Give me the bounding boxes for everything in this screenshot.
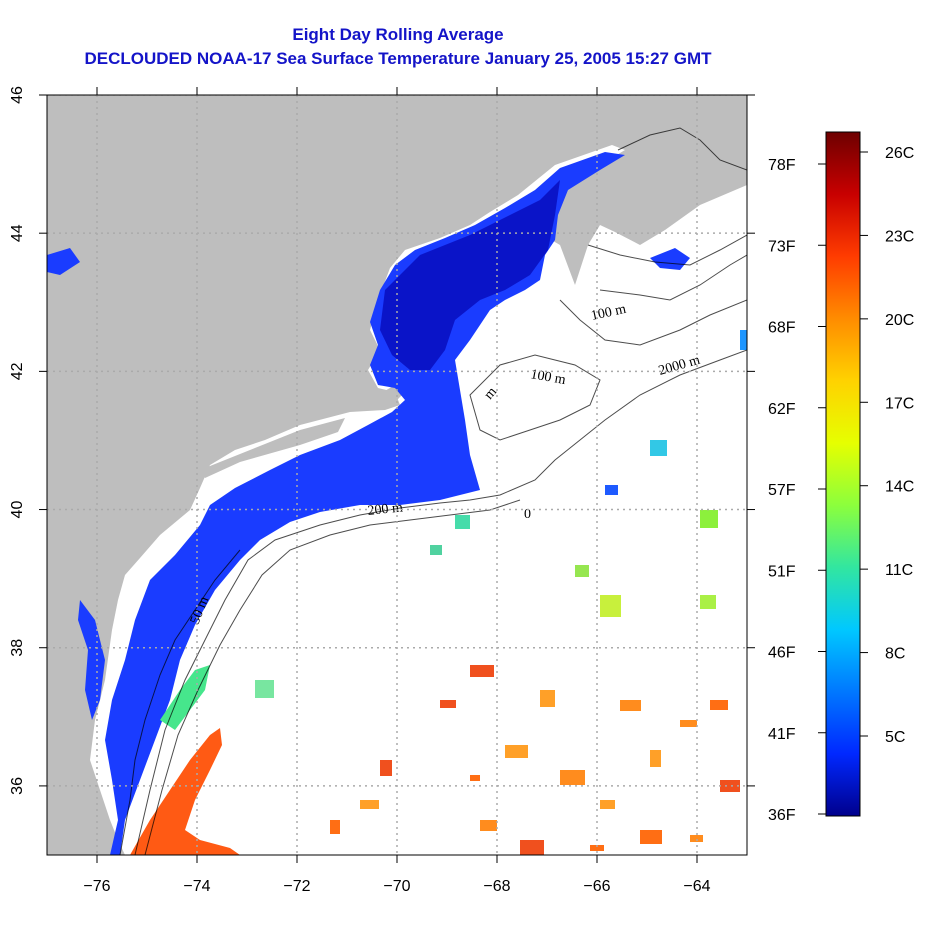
map-axes: −76 −74 −72 −70 −68 −66 −64 36 38 40 42 44 46 xyxy=(9,86,755,895)
cool-patch xyxy=(575,565,589,577)
cool-patch xyxy=(605,485,618,495)
warm-patch xyxy=(470,665,494,677)
warm-patch xyxy=(620,700,641,711)
celsius-label: 14C xyxy=(885,479,914,496)
cool-patch xyxy=(455,515,470,529)
y-tick-label: 36 xyxy=(9,777,26,795)
x-tick-label: −70 xyxy=(383,878,410,895)
gulf-of-maine-water xyxy=(380,180,560,370)
temperature-colorbar: 26C 23C 20C 17C 14C 11C 8C 5C 78F 73F 68F 62F 57F 51… xyxy=(768,131,914,824)
warm-patch xyxy=(470,775,480,781)
x-tick-label: −64 xyxy=(683,878,710,895)
celsius-label: 5C xyxy=(885,729,905,746)
warm-patch xyxy=(640,830,662,844)
fahrenheit-label: 62F xyxy=(768,401,796,418)
shelf-water-cold xyxy=(105,152,625,855)
west-water-patch xyxy=(47,248,80,275)
y-tick-label: 46 xyxy=(9,86,26,104)
warm-patch xyxy=(440,700,456,708)
colorbar-gradient xyxy=(825,131,861,817)
cool-patch xyxy=(255,680,274,698)
x-tick-label: −66 xyxy=(583,878,610,895)
y-tick-label: 38 xyxy=(9,639,26,657)
warm-patch xyxy=(590,845,604,851)
fahrenheit-label: 78F xyxy=(768,157,796,174)
cool-patch xyxy=(740,330,747,350)
map-panel: 100 m 100 m 2000 m 200 m 50 m m 0 −76 −74… xyxy=(9,86,755,895)
fahrenheit-label: 41F xyxy=(768,726,796,743)
lat-lon-grid xyxy=(47,95,747,855)
warm-water-patches xyxy=(330,665,740,855)
cool-water-patches xyxy=(255,330,747,698)
warm-patch xyxy=(380,760,392,776)
gulf-stream-warm xyxy=(130,728,240,855)
celsius-label: 17C xyxy=(885,395,914,412)
fahrenheit-label: 68F xyxy=(768,320,796,337)
land-mass xyxy=(47,95,747,855)
warm-patch xyxy=(650,750,661,767)
warm-patch xyxy=(560,770,585,785)
title-line-2: DECLOUDED NOAA-17 Sea Surface Temperatur… xyxy=(84,49,712,68)
warm-patch xyxy=(710,700,728,710)
cool-patch xyxy=(700,510,718,528)
fahrenheit-label: 51F xyxy=(768,563,796,580)
contour-label-100m-georges: 100 m xyxy=(529,367,567,388)
fahrenheit-label: 46F xyxy=(768,645,796,662)
fahrenheit-label: 73F xyxy=(768,238,796,255)
cool-patch xyxy=(600,595,621,617)
x-tick-label: −68 xyxy=(483,878,510,895)
celsius-label: 23C xyxy=(885,228,914,245)
warm-patch xyxy=(540,690,555,707)
cool-patch xyxy=(650,440,667,456)
shelf-break-warm xyxy=(160,665,210,730)
celsius-label: 11C xyxy=(885,562,913,579)
contour-label-0: 0 xyxy=(524,507,531,522)
warm-patch xyxy=(600,800,615,809)
colorbar-celsius-labels: 26C 23C 20C 17C 14C 11C 8C 5C xyxy=(860,145,914,746)
x-tick-label: −76 xyxy=(83,878,110,895)
warm-patch xyxy=(680,720,697,727)
y-tick-label: 44 xyxy=(9,224,26,242)
warm-patch xyxy=(480,820,497,831)
contour-label-200m: 200 m xyxy=(367,500,404,519)
y-tick-label: 42 xyxy=(9,362,26,380)
fahrenheit-label: 57F xyxy=(768,482,796,499)
warm-patch xyxy=(520,840,544,855)
celsius-label: 8C xyxy=(885,646,905,663)
warm-patch xyxy=(505,745,528,758)
warm-patch xyxy=(690,835,703,842)
fahrenheit-label: 36F xyxy=(768,807,796,824)
long-island xyxy=(200,418,345,478)
warm-patch xyxy=(720,780,740,792)
cool-patch xyxy=(430,545,442,555)
warm-patch xyxy=(330,820,340,834)
cool-patch xyxy=(700,595,716,609)
warm-patch xyxy=(360,800,379,809)
colorbar-fahrenheit-labels: 78F 73F 68F 62F 57F 51F 46F 41F 36F xyxy=(768,157,826,824)
x-tick-label: −74 xyxy=(183,878,210,895)
title-line-1: Eight Day Rolling Average xyxy=(292,25,504,44)
celsius-label: 26C xyxy=(885,145,914,162)
x-tick-label: −72 xyxy=(283,878,310,895)
bathymetry-contours xyxy=(119,127,747,855)
chesapeake-bay xyxy=(78,600,105,720)
contour-label-100m-north: 100 m xyxy=(590,302,628,324)
y-tick-label: 40 xyxy=(9,501,26,519)
celsius-label: 20C xyxy=(885,312,914,329)
